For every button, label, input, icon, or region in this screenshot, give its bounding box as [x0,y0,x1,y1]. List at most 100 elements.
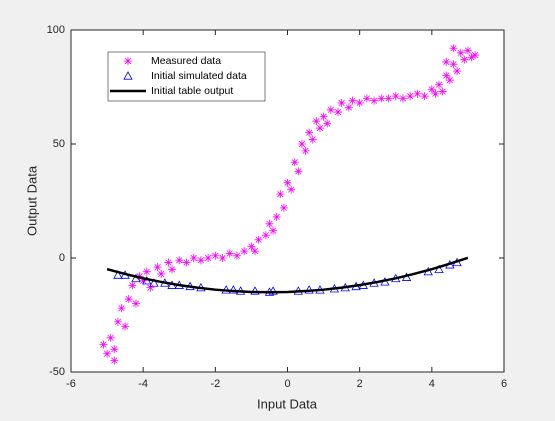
x-tick-label: 2 [357,378,363,390]
measured-point [413,89,422,98]
simulated-point [113,270,123,279]
x-tick-label: 4 [429,378,435,390]
measured-point [211,251,220,260]
measured-point [283,178,292,187]
measured-point [297,140,306,148]
x-tick-label: 6 [501,378,507,390]
measured-point [344,103,353,112]
measured-point [445,76,454,85]
measured-point [247,242,256,251]
measured-point [420,92,429,101]
x-tick-label: -6 [66,378,76,390]
measured-point [463,46,472,55]
measured-point [113,317,122,326]
simulated-point [250,286,260,295]
measured-point [427,85,436,94]
measured-point [438,87,447,96]
legend-swatch [123,71,133,80]
measured-point [128,281,137,290]
measured-point [131,299,140,308]
measured-point [406,92,415,101]
measured-point [232,251,241,260]
simulated-point [149,278,159,287]
measured-point [326,105,335,114]
measured-point [391,92,400,101]
measured-point [301,146,310,155]
measured-point [449,60,458,69]
measured-point [334,108,343,117]
measured-point [218,254,227,262]
simulated-point [228,285,239,294]
measured-point [142,267,151,276]
measured-point [182,258,191,267]
measured-point [398,94,407,103]
measured-point [337,98,346,107]
measured-point [442,71,451,80]
measured-point [453,67,462,76]
measured-point [124,295,133,304]
measured-point [225,249,234,258]
legend: Measured data Initial simulated data Initi… [107,51,266,102]
measured-point [99,340,108,349]
measured-point [460,55,469,64]
measured-point [355,98,364,107]
legend-label: Initial table output [151,85,233,97]
measured-point [168,265,177,274]
legend-box [107,51,266,102]
x-axis-label: Input Data [257,396,318,411]
measured-point [290,158,299,167]
measured-point [362,94,371,103]
measured-point [442,57,451,66]
x-tick-label: -2 [210,378,220,390]
measured-point [265,219,274,228]
measured-point [261,231,270,240]
y-tick-label: 0 [59,252,65,264]
measured-point [287,185,296,194]
measured-point [204,254,213,262]
measured-point [471,51,480,60]
simulated-point [434,264,444,273]
measured-point [323,119,332,128]
measured-point [272,212,281,221]
measured-point [431,89,440,98]
measured-point [279,203,288,212]
legend-label: Initial simulated data [151,70,247,82]
measured-point [467,53,476,62]
measured-point [157,269,166,278]
measured-point [312,117,321,126]
measured-point [348,96,357,105]
measured-point [103,349,112,358]
measured-point [251,247,260,256]
x-tick-label: -4 [138,378,148,390]
y-tick-label: 100 [47,24,65,36]
measured-point [377,94,386,103]
legend-swatch [124,57,132,65]
measured-point [110,345,119,354]
measured-point [254,235,263,244]
y-tick-label: -50 [49,366,65,378]
measured-point [384,94,393,103]
measured-point [435,80,444,89]
measured-point [308,135,317,144]
measured-point [110,356,119,365]
measured-point [315,124,324,133]
measured-point [153,263,162,272]
simulated-point [268,286,278,295]
measured-point [189,254,198,262]
measured-point [456,48,465,57]
table-output-line [106,256,469,294]
axes-box [70,29,505,373]
measured-point [196,256,205,265]
y-axis-label: Output Data [24,165,39,236]
measured-point [164,258,173,267]
measured-point [449,44,458,53]
measured-point [146,283,155,292]
measured-point [276,190,285,199]
measured-point [175,256,184,265]
measured-point [319,112,328,121]
measured-point [121,322,130,331]
x-tick-label: 0 [284,378,290,390]
legend-label: Measured data [151,55,221,67]
